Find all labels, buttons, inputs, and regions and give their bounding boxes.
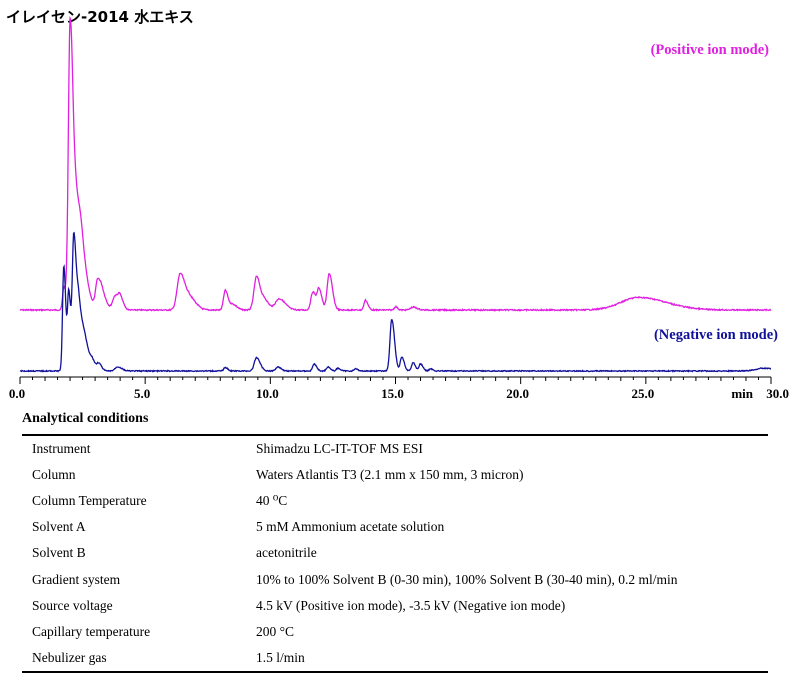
series-line-negative — [19, 231, 772, 373]
x-tick-label: 30.0 — [766, 386, 789, 401]
x-tick-label: 5.0 — [134, 386, 150, 401]
traces-group — [19, 15, 772, 373]
chart-title: イレイセン-2014 水エキス — [6, 8, 194, 26]
table-row: Nebulizer gas 1.5 l/min — [22, 645, 768, 672]
condition-value: 200 °C — [256, 623, 295, 639]
x-tick-label: 10.0 — [256, 386, 279, 401]
condition-label: Gradient system — [32, 571, 121, 587]
x-tick-label: 15.0 — [381, 386, 404, 401]
condition-label: Capillary temperature — [32, 623, 151, 639]
conditions-table: Instrument Shimadzu LC-IT-TOF MS ESI Colum… — [22, 434, 768, 673]
condition-value: 1.5 l/min — [256, 649, 305, 665]
table-row: Instrument Shimadzu LC-IT-TOF MS ESI — [22, 435, 768, 462]
chromatogram-chart: 0.0 5.0 10.0 15.0 20.0 25.0 30.0 min (Positive … — [9, 15, 789, 401]
condition-label: Column Temperature — [32, 493, 147, 509]
condition-label: Source voltage — [32, 597, 113, 613]
condition-value: Waters Atlantis T3 (2.1 mm x 150 mm, 3 m… — [256, 467, 524, 483]
legend-positive: (Positive ion mode) — [651, 42, 770, 58]
x-axis: 0.0 5.0 10.0 15.0 20.0 25.0 30.0 min — [9, 376, 789, 401]
table-row: Solvent A 5 mM Ammonium acetate solution — [22, 514, 768, 540]
table-row: Capillary temperature 200 °C — [22, 619, 768, 645]
condition-value: 5 mM Ammonium acetate solution — [256, 519, 445, 535]
x-unit-label: min — [731, 386, 753, 401]
table-row: Solvent B acetonitrile — [22, 540, 768, 566]
condition-value: 40 ⁰C — [256, 493, 288, 509]
condition-value: 4.5 kV (Positive ion mode), -3.5 kV (Neg… — [256, 597, 566, 613]
x-tick-label: 20.0 — [506, 386, 529, 401]
x-tick-label: 25.0 — [631, 386, 654, 401]
condition-label: Instrument — [32, 441, 91, 457]
table-row: Gradient system 10% to 100% Solvent B (0-… — [22, 566, 768, 592]
table-row: Column Waters Atlantis T3 (2.1 mm x 150 m… — [22, 462, 768, 488]
table-row: Source voltage 4.5 kV (Positive ion mode)… — [22, 593, 768, 619]
condition-label: Solvent B — [32, 545, 86, 561]
table-row: Column Temperature 40 ⁰C — [22, 488, 768, 514]
condition-label: Solvent A — [32, 519, 86, 535]
condition-value: acetonitrile — [256, 545, 317, 561]
x-tick-label: 0.0 — [9, 386, 25, 401]
condition-value: Shimadzu LC-IT-TOF MS ESI — [256, 441, 423, 457]
condition-label: Column — [32, 467, 76, 483]
condition-value: 10% to 100% Solvent B (0-30 min), 100% S… — [256, 571, 678, 587]
condition-label: Nebulizer gas — [32, 649, 107, 665]
conditions-heading: Analytical conditions — [22, 411, 149, 426]
series-line-positive — [19, 15, 772, 312]
legend-negative: (Negative ion mode) — [654, 327, 778, 343]
